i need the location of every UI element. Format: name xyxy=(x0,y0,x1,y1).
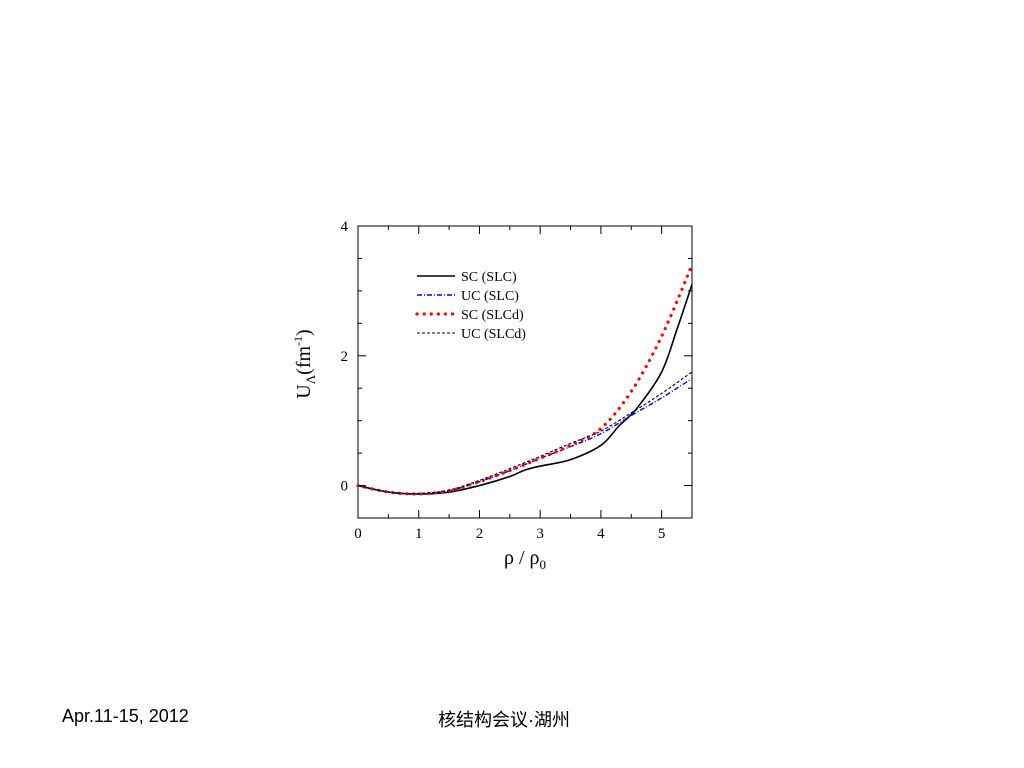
x-tick-label: 4 xyxy=(597,526,605,542)
x-tick-label: 1 xyxy=(415,526,423,542)
legend-label-3: SC (SLCd) xyxy=(461,308,524,323)
legend-label-2: UC (SLC) xyxy=(461,289,519,304)
x-tick-label: 3 xyxy=(536,526,544,542)
x-tick-label: 0 xyxy=(354,526,362,542)
x-tick-label: 5 xyxy=(658,526,666,542)
y-tick-label: 2 xyxy=(341,349,349,365)
y-tick-label: 4 xyxy=(341,219,349,235)
series-line-3 xyxy=(356,263,694,496)
legend-label-1: SC (SLC) xyxy=(461,270,517,285)
footer-venue: 核结构会议·湖州 xyxy=(438,710,570,730)
plot-frame xyxy=(357,225,693,519)
series-line-4 xyxy=(357,371,693,495)
x-tick-label: 2 xyxy=(476,526,484,542)
legend-label-4: UC (SLCd) xyxy=(461,327,526,342)
series-line-2 xyxy=(357,377,693,495)
footer-date: Apr.11-15, 2012 xyxy=(62,706,189,726)
y-tick-label: 0 xyxy=(341,479,349,495)
x-axis-label: ρ / ρ0 xyxy=(504,547,546,572)
y-axis-label: UΛ(fm-1) xyxy=(291,329,318,398)
